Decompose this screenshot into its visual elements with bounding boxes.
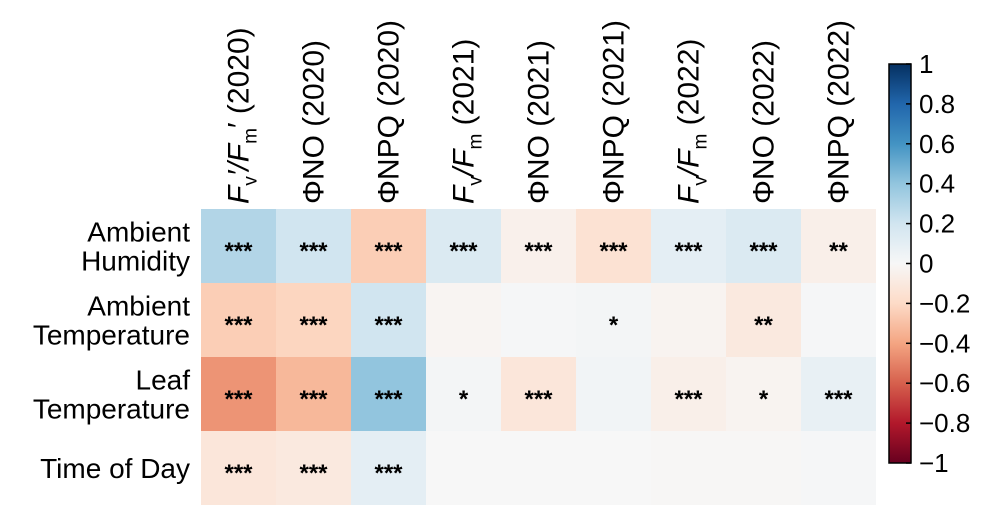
significance-label: * [759, 386, 769, 413]
heatmap-cell-r1-c5 [576, 283, 651, 357]
significance-label: *** [674, 238, 703, 265]
colorbar-tick-label: 0.4 [919, 169, 955, 199]
significance-label: ** [829, 238, 848, 265]
column-label: ΦNO (2022) [748, 40, 781, 204]
heatmap-cell-r0-c3 [426, 209, 501, 283]
significance-label: * [609, 312, 619, 339]
significance-label: *** [224, 312, 253, 339]
heatmap-cell-r2-c6 [651, 357, 726, 431]
heatmap-cell-r3-c0 [201, 431, 276, 505]
heatmap-cell-r1-c7 [726, 283, 801, 357]
heatmap-cell-r1-c3 [426, 283, 501, 357]
significance-label: *** [224, 238, 253, 265]
heatmap-cell-r2-c3 [426, 357, 501, 431]
significance-label: *** [374, 386, 403, 413]
heatmap-cell-r3-c7 [726, 431, 801, 505]
heatmap-cell-r0-c1 [276, 209, 351, 283]
heatmap-cell-r1-c6 [651, 283, 726, 357]
colorbar-tick-label: −0.8 [919, 408, 970, 438]
heatmap-cells [201, 209, 876, 505]
column-label: Fv/Fm (2022) [673, 39, 712, 204]
column-labels: Fv′/Fm′ (2020) ΦNO (2020) ΦNPQ (2020) Fv/Fm… [223, 20, 856, 204]
heatmap-cell-r2-c2 [351, 357, 426, 431]
heatmap-cell-r3-c8 [801, 431, 876, 505]
colorbar-tick-label: 1 [919, 49, 933, 79]
colorbar-tick-label: 0.2 [919, 209, 955, 239]
heatmap-cell-r1-c2 [351, 283, 426, 357]
significance-label: *** [524, 238, 553, 265]
colorbar-tick-label: 0 [919, 249, 933, 279]
heatmap-cell-r0-c2 [351, 209, 426, 283]
heatmap-cell-r0-c6 [651, 209, 726, 283]
significance-label: *** [749, 238, 778, 265]
heatmap-cell-r0-c7 [726, 209, 801, 283]
heatmap-cell-r0-c4 [501, 209, 576, 283]
colorbar-tick-label: −0.2 [919, 288, 970, 318]
significance-label: *** [674, 386, 703, 413]
heatmap-cell-r1-c1 [276, 283, 351, 357]
row-label: Temperature [33, 320, 190, 351]
row-label: Time of Day [40, 453, 190, 484]
significance-label: *** [524, 386, 553, 413]
row-label: Leaf [136, 365, 191, 396]
row-label: Temperature [33, 394, 190, 425]
row-labels: AmbientHumidityAmbientTemperatureLeafTem… [33, 217, 190, 485]
significance-label: ** [754, 312, 773, 339]
heatmap-cell-r2-c5 [576, 357, 651, 431]
significance-label: *** [374, 312, 403, 339]
column-label: ΦNPQ (2020) [373, 20, 406, 204]
heatmap-cell-r3-c4 [501, 431, 576, 505]
column-label: Fv/Fm (2021) [448, 39, 487, 204]
significance-label: *** [224, 386, 253, 413]
row-label: Ambient [87, 217, 190, 248]
heatmap-cell-r2-c0 [201, 357, 276, 431]
heatmap-cell-r0-c0 [201, 209, 276, 283]
heatmap-cell-r3-c6 [651, 431, 726, 505]
heatmap-cell-r2-c7 [726, 357, 801, 431]
heatmap-cell-r3-c2 [351, 431, 426, 505]
significance-label: *** [824, 386, 853, 413]
column-label: Fv′/Fm′ (2020) [223, 27, 262, 204]
heatmap-cell-r3-c3 [426, 431, 501, 505]
colorbar-tick-label: −0.4 [919, 328, 970, 358]
row-label: Ambient [87, 291, 190, 322]
colorbar-tick-label: 0.8 [919, 89, 955, 119]
significance-label: *** [299, 238, 328, 265]
significance-label: *** [224, 460, 253, 487]
heatmap-cell-r1-c4 [501, 283, 576, 357]
significance-label: *** [374, 460, 403, 487]
column-label: ΦNPQ (2022) [823, 20, 856, 204]
heatmap-cell-r0-c8 [801, 209, 876, 283]
heatmap-cell-r1-c8 [801, 283, 876, 357]
column-label: ΦNO (2020) [298, 40, 331, 204]
significance-labels: *** *** *** *** *** *** *** *** ***** *** *** * ****… [224, 238, 853, 487]
significance-label: *** [299, 460, 328, 487]
significance-label: *** [374, 238, 403, 265]
colorbar-tick-label: 0.6 [919, 129, 955, 159]
column-label: ΦNO (2021) [523, 40, 556, 204]
significance-label: *** [599, 238, 628, 265]
significance-label: *** [449, 238, 478, 265]
colorbar: 1 0.8 0.6 0.4 0.2 0 −0.2 −0.4 −0.6 −0.8 −1 [888, 49, 970, 478]
heatmap-cell-r2-c8 [801, 357, 876, 431]
column-label: ΦNPQ (2021) [598, 20, 631, 204]
heatmap-cell-r3-c5 [576, 431, 651, 505]
significance-label: *** [299, 312, 328, 339]
colorbar-tick-label: −0.6 [919, 368, 970, 398]
significance-label: *** [299, 386, 328, 413]
significance-label: * [459, 386, 469, 413]
heatmap-cell-r2-c4 [501, 357, 576, 431]
heatmap-cell-r2-c1 [276, 357, 351, 431]
heatmap-cell-r3-c1 [276, 431, 351, 505]
colorbar-tick-label: −1 [919, 448, 949, 478]
row-label: Humidity [81, 246, 190, 277]
heatmap-cell-r1-c0 [201, 283, 276, 357]
heatmap-cell-r0-c5 [576, 209, 651, 283]
